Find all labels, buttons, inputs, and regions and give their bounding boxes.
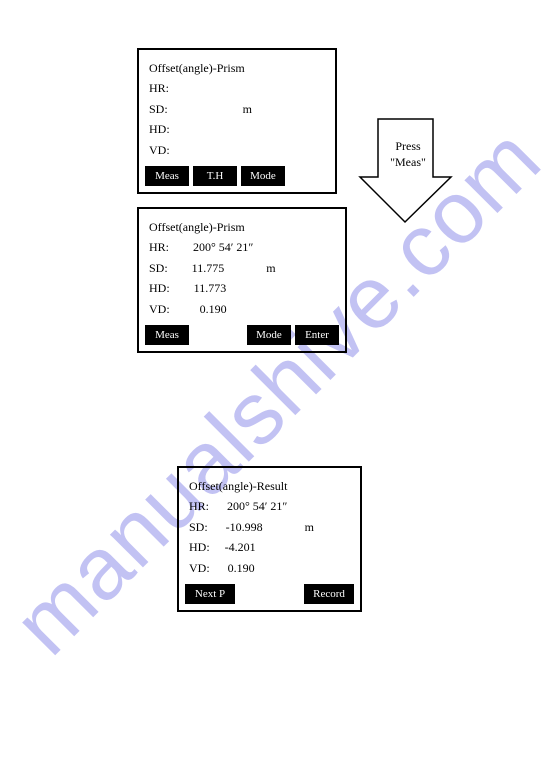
panel-offset-result: Offset(angle)-Result HR: 200° 54′ 21″ SD… bbox=[177, 466, 362, 612]
record-button[interactable]: Record bbox=[304, 584, 354, 604]
panel2-vd: VD: 0.190 bbox=[149, 299, 335, 319]
panel2-title: Offset(angle)-Prism bbox=[149, 217, 335, 237]
enter-button[interactable]: Enter bbox=[295, 325, 339, 345]
panel1-hd: HD: bbox=[149, 119, 325, 139]
panel3-title: Offset(angle)-Result bbox=[189, 476, 350, 496]
panel2-sd: SD: 11.775 m bbox=[149, 258, 335, 278]
panel1-vd: VD: bbox=[149, 140, 325, 160]
meas-button[interactable]: Meas bbox=[145, 166, 189, 186]
down-arrow-icon bbox=[358, 117, 453, 227]
panel-offset-prism-1: Offset(angle)-Prism HR: SD: m HD: VD: Me… bbox=[137, 48, 337, 194]
panel2-hd: HD: 11.773 bbox=[149, 278, 335, 298]
panel3-hr: HR: 200° 54′ 21″ bbox=[189, 496, 350, 516]
arrow-label-line2: "Meas" bbox=[390, 155, 426, 169]
panel3-sd: SD: -10.998 m bbox=[189, 517, 350, 537]
mode-button-2[interactable]: Mode bbox=[247, 325, 291, 345]
press-meas-arrow: Press "Meas" bbox=[358, 117, 453, 232]
panel3-vd: VD: 0.190 bbox=[189, 558, 350, 578]
panel-offset-prism-2: Offset(angle)-Prism HR: 200° 54′ 21″ SD:… bbox=[137, 207, 347, 353]
panel1-sd: SD: m bbox=[149, 99, 325, 119]
panel3-hd: HD: -4.201 bbox=[189, 537, 350, 557]
panel1-hr: HR: bbox=[149, 78, 325, 98]
panel2-hr: HR: 200° 54′ 21″ bbox=[149, 237, 335, 257]
arrow-label-line1: Press bbox=[395, 139, 420, 153]
panel1-title: Offset(angle)-Prism bbox=[149, 58, 325, 78]
mode-button[interactable]: Mode bbox=[241, 166, 285, 186]
th-button[interactable]: T.H bbox=[193, 166, 237, 186]
next-p-button[interactable]: Next P bbox=[185, 584, 235, 604]
meas-button-2[interactable]: Meas bbox=[145, 325, 189, 345]
